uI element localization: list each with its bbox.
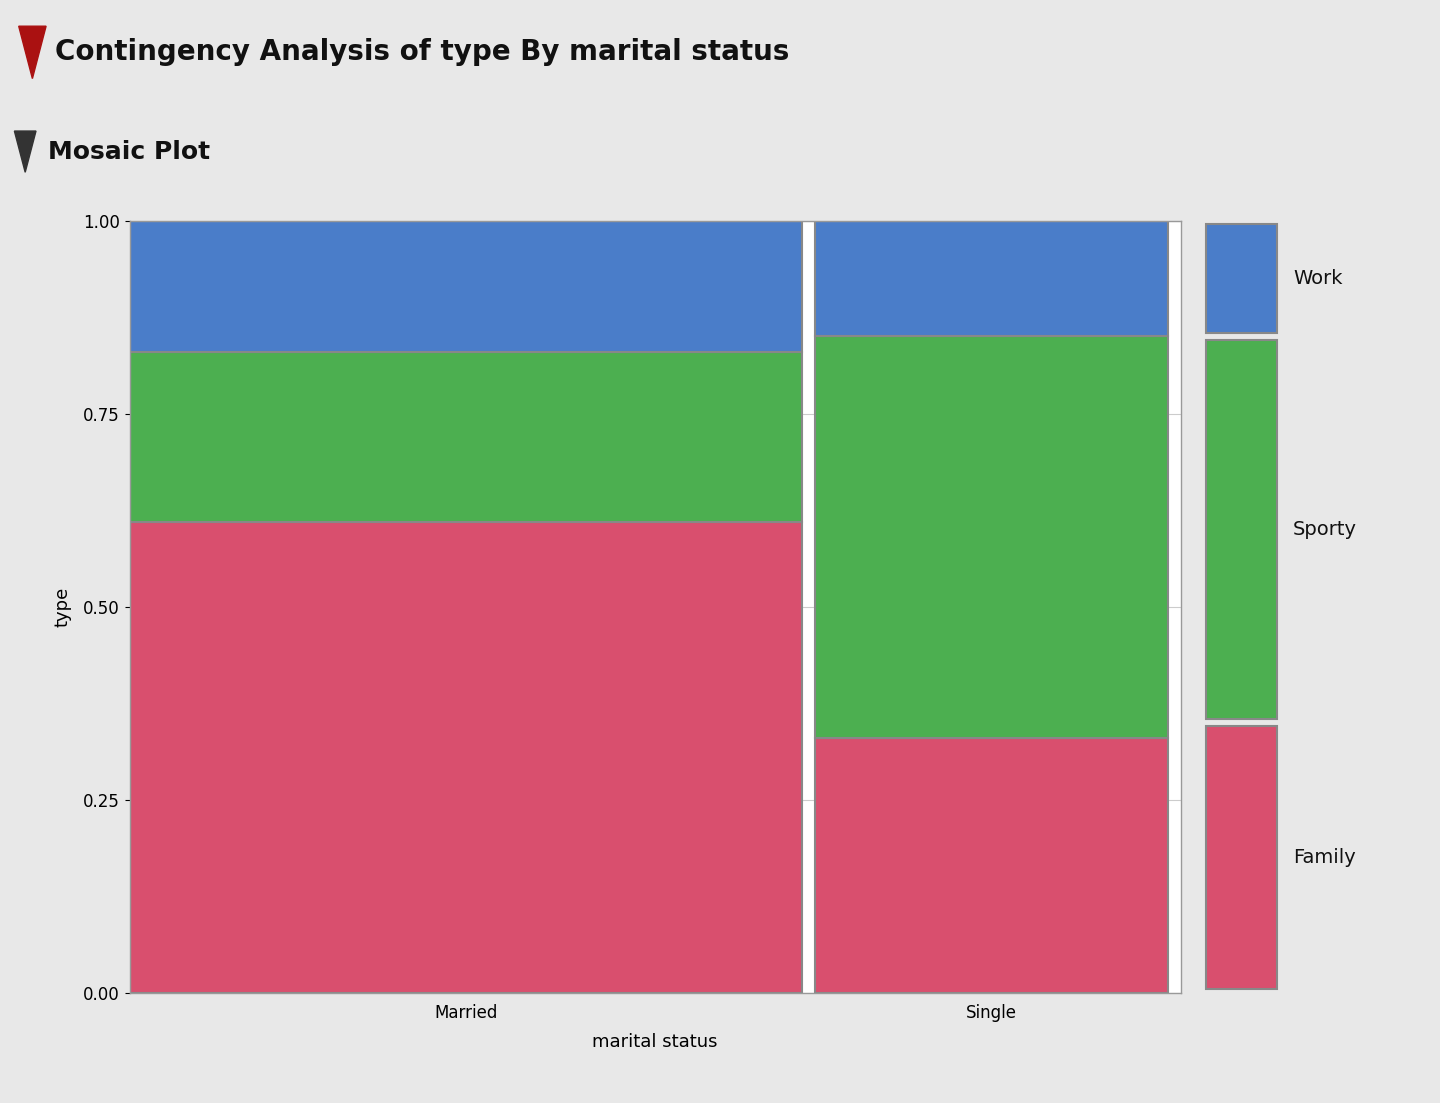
Bar	[130, 352, 802, 522]
Polygon shape	[14, 131, 36, 172]
Text: Contingency Analysis of type By marital status: Contingency Analysis of type By marital …	[55, 39, 789, 66]
Bar	[130, 221, 802, 352]
Polygon shape	[19, 26, 46, 78]
Text: Sporty: Sporty	[1293, 520, 1356, 539]
Bar	[1207, 341, 1277, 719]
X-axis label: marital status: marital status	[592, 1032, 719, 1051]
Bar	[815, 221, 1168, 336]
Text: Mosaic Plot: Mosaic Plot	[48, 140, 210, 163]
Y-axis label: type: type	[53, 587, 72, 627]
Bar	[130, 522, 802, 993]
Text: Family: Family	[1293, 848, 1356, 867]
Bar	[815, 336, 1168, 738]
Bar	[815, 738, 1168, 993]
Bar	[1207, 225, 1277, 333]
Text: Work: Work	[1293, 269, 1342, 288]
Bar	[1207, 727, 1277, 988]
